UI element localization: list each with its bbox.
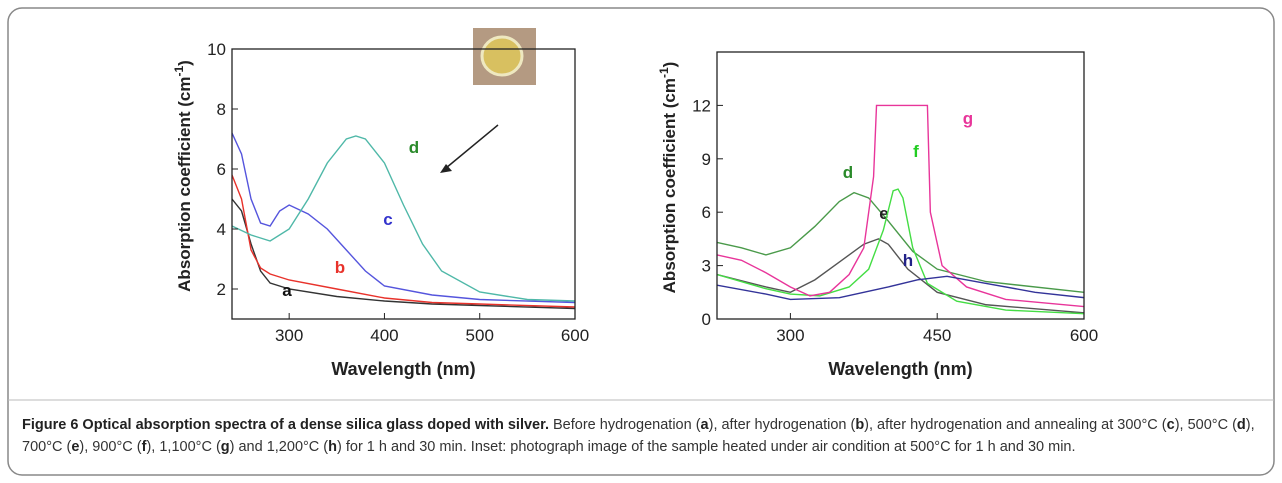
y-tick-label: 3 [702,257,711,276]
caption-title: Figure 6 Optical absorption spectra of a… [22,417,549,433]
x-tick-label: 400 [370,326,398,345]
x-axis-label: Wavelength (nm) [828,359,972,379]
series-line [232,135,575,302]
y-tick-label: 9 [702,150,711,169]
caption-text: Before hydrogenation ( [553,417,701,433]
y-tick-label: 10 [207,40,226,59]
y-axis-label: Absorption coefficient (cm-1) [657,62,679,294]
caption: Figure 6 Optical absorption spectra of a… [22,414,1262,458]
y-axis-label-sup: -1 [657,67,671,78]
caption-text: ) and 1,200°C ( [229,439,329,455]
y-tick-label: 8 [217,100,226,119]
y-tick-label: 12 [692,96,711,115]
series-line [717,104,1084,308]
plot-frame [716,51,1085,320]
series-label: a [282,281,292,300]
y-tick-label: 4 [217,220,226,239]
series-line [717,188,1084,315]
x-tick-label: 450 [923,326,951,345]
inset-sample [480,35,524,77]
x-tick-label: 300 [776,326,804,345]
series-label: d [409,138,419,157]
x-axis-label: Wavelength (nm) [331,359,475,379]
plot-frame [231,48,576,320]
caption-letter: h [328,439,337,455]
y-tick-label: 0 [702,310,711,329]
y-axis-label-main: Absorption coefficient (cm [175,76,194,291]
caption-text: ), 1,100°C ( [146,439,221,455]
series-label: g [963,109,973,128]
x-tick-label: 300 [275,326,303,345]
caption-text: ), 700°C ( [22,417,1255,455]
caption-body: Before hydrogenation (a), after hydrogen… [22,417,1255,455]
caption-text: ), after hydrogenation ( [708,417,856,433]
caption-letter: c [1166,417,1175,433]
caption-text: ) for 1 h and 30 min. Inset: photograph … [337,439,1076,455]
series-line [232,132,575,304]
arrowhead [440,164,452,173]
x-tick-label: 600 [1070,326,1098,345]
caption-letter: g [220,439,230,455]
series-label: f [913,142,919,161]
series-label: d [843,163,853,182]
series-label: b [335,258,345,277]
series-line [717,275,1084,301]
series-label: c [383,210,392,229]
x-tick-label: 600 [561,326,589,345]
caption-letter: e [71,439,80,455]
x-tick-label: 500 [466,326,494,345]
arrow [445,124,499,169]
caption-letter: a [700,417,709,433]
y-axis-label-end: ) [175,60,194,66]
caption-letter: f [141,439,147,455]
y-tick-label: 6 [702,203,711,222]
y-axis-label-main: Absorption coefficient (cm [660,78,679,293]
caption-text: ), after hydrogenation and annealing at … [864,417,1167,433]
caption-text: ), 900°C ( [79,439,142,455]
series-label: e [879,204,888,223]
y-tick-label: 6 [217,160,226,179]
y-tick-label: 2 [217,280,226,299]
y-axis-label: Absorption coefficient (cm-1) [172,60,194,292]
y-axis-label-end: ) [660,62,679,68]
series-line [717,191,1084,293]
caption-text: ), 500°C ( [1174,417,1237,433]
frame [7,7,1275,476]
series-label: h [903,251,913,270]
caption-letter: d [1236,417,1246,433]
y-axis-label-sup: -1 [172,65,186,76]
caption-letter: b [855,417,865,433]
